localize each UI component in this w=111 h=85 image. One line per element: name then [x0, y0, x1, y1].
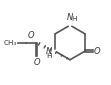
- Text: CH₃: CH₃: [4, 40, 17, 45]
- Text: H: H: [71, 16, 76, 22]
- Text: O: O: [28, 31, 34, 40]
- Text: N: N: [67, 13, 73, 22]
- Text: O: O: [94, 47, 101, 56]
- Text: N: N: [46, 47, 52, 56]
- Text: O: O: [34, 58, 40, 67]
- Text: H: H: [46, 53, 52, 59]
